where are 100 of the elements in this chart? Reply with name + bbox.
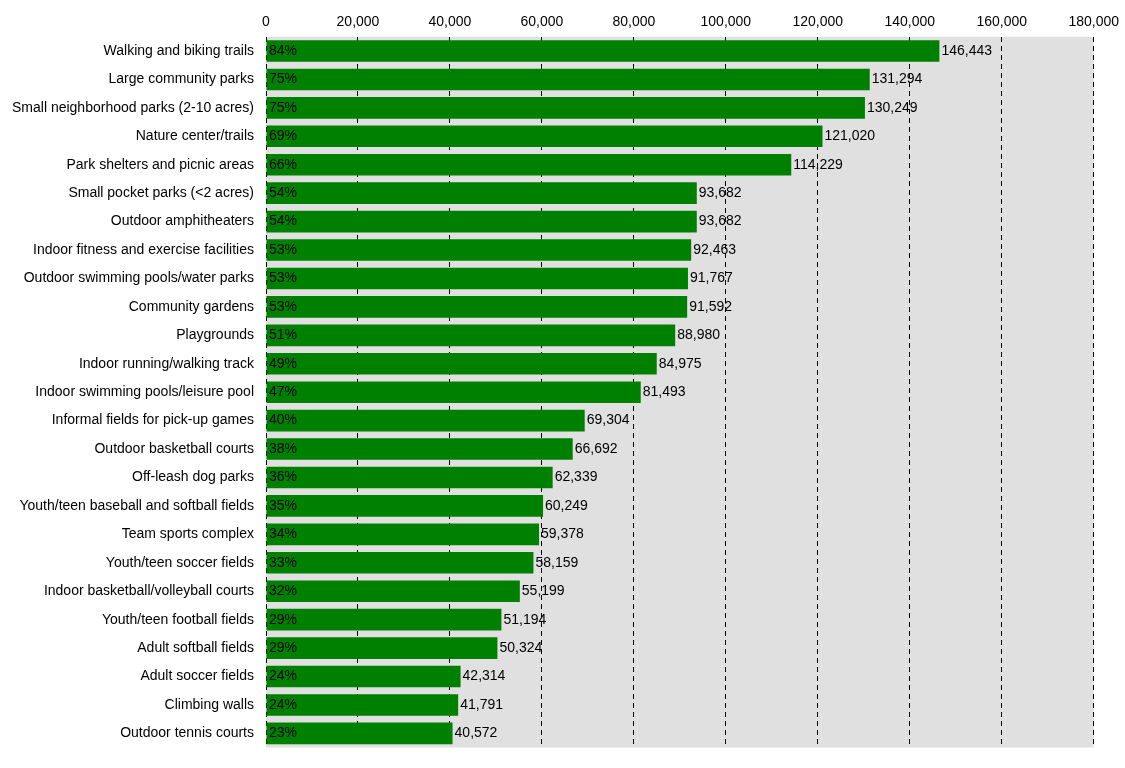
data-label: 58,159 [535,553,579,570]
y-tick-label: Outdoor tennis courts [120,724,255,741]
bar [266,40,940,62]
x-tick-label: 60,000 [520,13,564,30]
bar [266,722,453,745]
data-label: 40,572 [454,724,498,741]
bar [266,68,870,91]
bar [266,267,688,290]
y-tick-label: Indoor swimming pools/leisure pool [35,383,255,400]
data-label: 93,682 [698,212,742,229]
y-tick-label: Outdoor basketball courts [94,439,255,456]
data-label: 92,463 [693,240,737,257]
bar [266,523,540,546]
annotation: 24% [269,695,298,712]
y-tick-label: Off-leash dog parks [132,468,255,485]
y-tick-label: Climbing walls [164,695,255,712]
x-tick-label: 180,000 [1068,13,1120,30]
bar [266,580,520,603]
data-label: 69,304 [586,411,630,428]
y-tick-label: Large community parks [108,70,255,87]
y-tick-label: Small neighborhood parks (2-10 acres) [12,98,255,115]
data-label: 55,199 [521,582,565,599]
annotation: 75% [269,70,298,87]
bar [266,352,657,375]
annotation: 51% [269,326,298,343]
y-tick-label: Adult soccer fields [140,667,255,684]
annotation: 75% [269,98,298,115]
annotation: 35% [269,496,298,513]
bar [266,210,697,233]
y-tick-label: Small pocket parks (<2 acres) [68,184,255,201]
bar [266,324,676,347]
x-tick-label: 0 [262,13,271,30]
data-label: 121,020 [824,127,876,144]
annotation: 54% [269,212,298,229]
y-tick-label: Indoor fitness and exercise facilities [33,240,255,257]
annotation: 33% [269,553,298,570]
data-label: 131,294 [871,70,923,87]
annotation: 36% [269,468,298,485]
y-tick-label: Youth/teen football fields [101,610,255,627]
bar [266,466,553,489]
data-label: 66,692 [574,439,618,456]
y-tick-label: Nature center/trails [135,127,255,144]
annotation: 54% [269,184,298,201]
x-tick-label: 40,000 [428,13,472,30]
y-tick-label: Adult softball fields [137,638,255,655]
x-tick-label: 80,000 [612,13,656,30]
annotation: 29% [269,638,298,655]
annotation: 53% [269,269,298,286]
annotation: 38% [269,439,298,456]
data-label: 93,682 [698,184,742,201]
bar [266,608,502,631]
data-label: 51,194 [503,610,547,627]
annotation: 53% [269,240,298,257]
data-label: 62,339 [554,468,598,485]
bar [266,182,697,204]
x-tick-label: 20,000 [336,13,380,30]
bar [266,97,865,119]
y-tick-label: Informal fields for pick-up games [51,411,255,428]
annotation: 84% [269,41,298,58]
annotation: 23% [269,724,298,741]
annotation: 53% [269,297,298,314]
data-label: 50,324 [499,638,543,655]
y-tick-label: Youth/teen soccer fields [105,553,255,570]
y-tick-label: Indoor basketball/volleyball courts [43,582,255,599]
data-label: 60,249 [545,496,589,513]
annotation: 40% [269,411,298,428]
data-label: 84,975 [658,354,702,371]
bar [266,239,692,261]
annotation: 69% [269,127,298,144]
y-tick-label: Community gardens [128,297,255,314]
y-tick-label: Outdoor swimming pools/water parks [23,269,255,286]
data-label: 114,229 [793,155,844,172]
data-label: 41,791 [460,695,504,712]
annotation: 24% [269,667,298,684]
y-tick-label: Park shelters and picnic areas [66,155,255,172]
data-label: 42,314 [462,667,506,684]
bar [266,381,641,403]
x-tick-label: 140,000 [884,13,936,30]
y-tick-label: Walking and biking trails [103,41,255,58]
x-tick-label: 160,000 [976,13,1028,30]
y-tick-label: Outdoor amphitheaters [110,212,255,229]
y-tick-label: Youth/teen baseball and softball fields [19,496,255,513]
data-label: 130,249 [866,98,918,115]
bar [266,125,823,148]
annotation: 34% [269,525,298,542]
x-tick-label: 100,000 [700,13,752,30]
annotation: 66% [269,155,298,172]
bar [266,409,585,432]
data-label: 91,767 [689,269,734,286]
bar [266,665,461,688]
bar [266,694,459,716]
bar [266,551,534,574]
bar [266,495,544,517]
annotation: 29% [269,610,298,627]
bar [266,296,688,318]
x-tick-label: 120,000 [792,13,844,30]
y-tick-label: Team sports complex [121,525,255,542]
y-tick-label: Indoor running/walking track [78,354,255,371]
bar [266,438,573,460]
data-label: 88,980 [677,326,721,343]
